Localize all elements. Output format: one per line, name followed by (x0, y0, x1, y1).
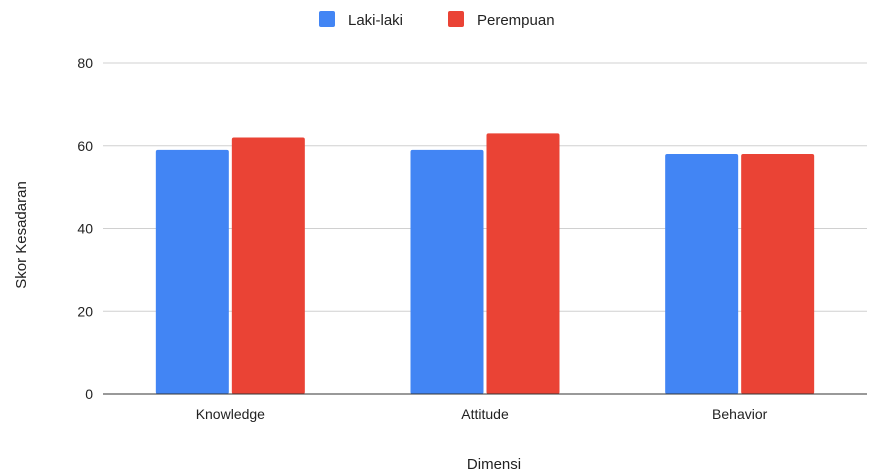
bar-attitude-perempuan[interactable] (486, 133, 560, 394)
bars (155, 133, 815, 394)
y-axis-title: Skor Kesadaran (13, 181, 30, 289)
bar-knowledge-perempuan[interactable] (231, 137, 305, 394)
x-axis-ticks: Knowledge Attitude Behavior (196, 406, 768, 422)
y-tick-label-60: 60 (77, 138, 93, 154)
bar-knowledge-laki-laki[interactable] (155, 149, 229, 394)
legend-label-laki-laki: Laki-laki (348, 12, 403, 29)
x-tick-label-behavior: Behavior (712, 406, 768, 422)
legend: Laki-laki Perempuan (319, 11, 555, 29)
bar-attitude-laki-laki[interactable] (410, 149, 484, 394)
bar-behavior-perempuan[interactable] (741, 154, 815, 394)
bar-behavior-laki-laki[interactable] (665, 154, 739, 394)
x-tick-label-attitude: Attitude (461, 406, 509, 422)
y-tick-label-0: 0 (85, 386, 93, 402)
y-tick-label-20: 20 (77, 303, 93, 319)
legend-swatch-perempuan (448, 11, 464, 27)
x-axis-title: Dimensi (467, 456, 521, 473)
y-axis-ticks: 0 20 40 60 80 (77, 55, 93, 402)
x-tick-label-knowledge: Knowledge (196, 406, 265, 422)
legend-label-perempuan: Perempuan (477, 12, 555, 29)
y-tick-label-80: 80 (77, 55, 93, 71)
legend-swatch-laki-laki (319, 11, 335, 27)
gridlines (103, 62, 867, 312)
y-tick-label-40: 40 (77, 221, 93, 237)
